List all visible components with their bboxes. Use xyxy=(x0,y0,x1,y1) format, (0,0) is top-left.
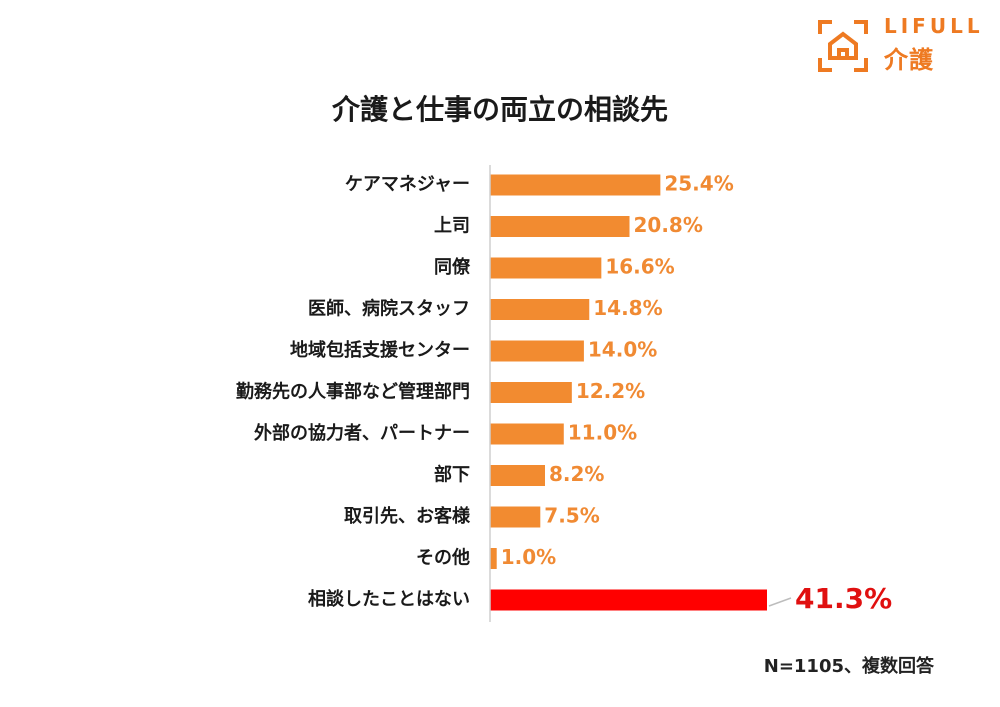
bar xyxy=(490,174,661,196)
category-label: 外部の協力者、パートナー xyxy=(254,422,470,444)
logo-wordmark: LIFULL xyxy=(884,14,984,38)
chart-title: 介護と仕事の両立の相談先 xyxy=(331,93,668,126)
bar xyxy=(490,216,630,237)
house-frame-icon xyxy=(818,20,868,72)
value-label: 25.4% xyxy=(664,172,733,196)
highlight-bar xyxy=(490,589,767,611)
value-label: 14.0% xyxy=(588,338,657,362)
category-label: 相談したことはない xyxy=(308,588,470,610)
value-label: 20.8% xyxy=(634,213,703,237)
bar xyxy=(490,382,572,403)
bar xyxy=(490,465,545,486)
category-label: 勤務先の人事部など管理部門 xyxy=(236,381,470,403)
value-label: 14.8% xyxy=(593,296,662,320)
logo-service-name: 介護 xyxy=(884,46,934,74)
bar xyxy=(490,423,564,445)
leader-line xyxy=(768,597,792,607)
value-label: 8.2% xyxy=(549,462,604,486)
category-label: 取引先、お客様 xyxy=(344,505,471,527)
value-label: 11.0% xyxy=(568,421,637,445)
value-label: 41.3% xyxy=(795,582,892,615)
footnote: N=1105、複数回答 xyxy=(763,656,934,677)
bar xyxy=(490,340,584,362)
category-label: その他 xyxy=(416,547,470,569)
category-label: ケアマネジャー xyxy=(345,174,470,195)
value-label: 12.2% xyxy=(576,379,645,403)
value-label: 1.0% xyxy=(501,545,556,569)
bar xyxy=(490,257,602,279)
category-label: 上司 xyxy=(434,216,470,237)
category-label: 医師、病院スタッフ xyxy=(308,298,470,320)
value-label: 16.6% xyxy=(605,255,674,279)
category-label: 同僚 xyxy=(434,256,471,278)
category-label: 地域包括支援センター xyxy=(290,339,470,361)
bar xyxy=(490,299,590,320)
category-label: 部下 xyxy=(434,464,470,486)
bar xyxy=(490,506,541,528)
value-label: 7.5% xyxy=(544,504,599,528)
bar xyxy=(490,548,497,569)
